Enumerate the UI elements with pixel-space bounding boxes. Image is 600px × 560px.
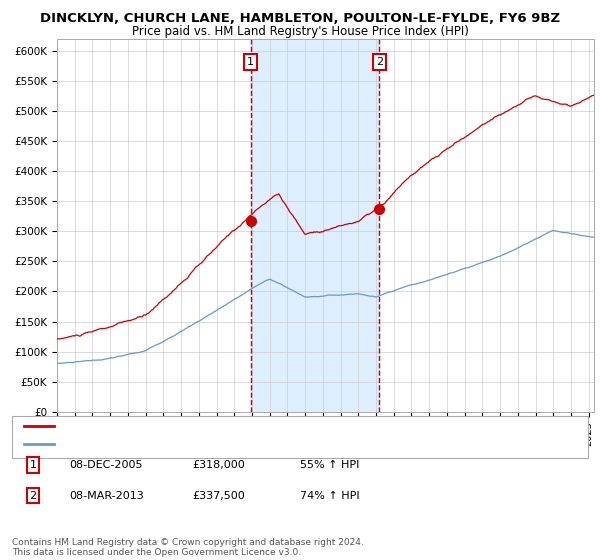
Text: Contains HM Land Registry data © Crown copyright and database right 2024.
This d: Contains HM Land Registry data © Crown c… <box>12 538 364 557</box>
Text: 08-DEC-2005: 08-DEC-2005 <box>69 460 143 470</box>
Bar <box>251 39 379 412</box>
Text: £318,000: £318,000 <box>192 460 245 470</box>
Text: 1: 1 <box>29 460 37 470</box>
Text: DINCKLYN, CHURCH LANE, HAMBLETON, POULTON-LE-FYLDE, FY6 9BZ: DINCKLYN, CHURCH LANE, HAMBLETON, POULTO… <box>40 12 560 25</box>
Text: Price paid vs. HM Land Registry's House Price Index (HPI): Price paid vs. HM Land Registry's House … <box>131 25 469 38</box>
Text: 1: 1 <box>247 57 254 67</box>
Text: DINCKLYN, CHURCH LANE, HAMBLETON, POULTON-LE-FYLDE, FY6 9BZ (detached house): DINCKLYN, CHURCH LANE, HAMBLETON, POULTO… <box>60 421 491 431</box>
Text: 2: 2 <box>29 491 37 501</box>
Text: 55% ↑ HPI: 55% ↑ HPI <box>300 460 359 470</box>
Text: 2: 2 <box>376 57 383 67</box>
Text: £337,500: £337,500 <box>192 491 245 501</box>
Text: 08-MAR-2013: 08-MAR-2013 <box>69 491 144 501</box>
Text: 74% ↑ HPI: 74% ↑ HPI <box>300 491 359 501</box>
Text: HPI: Average price, detached house, Wyre: HPI: Average price, detached house, Wyre <box>60 438 266 449</box>
